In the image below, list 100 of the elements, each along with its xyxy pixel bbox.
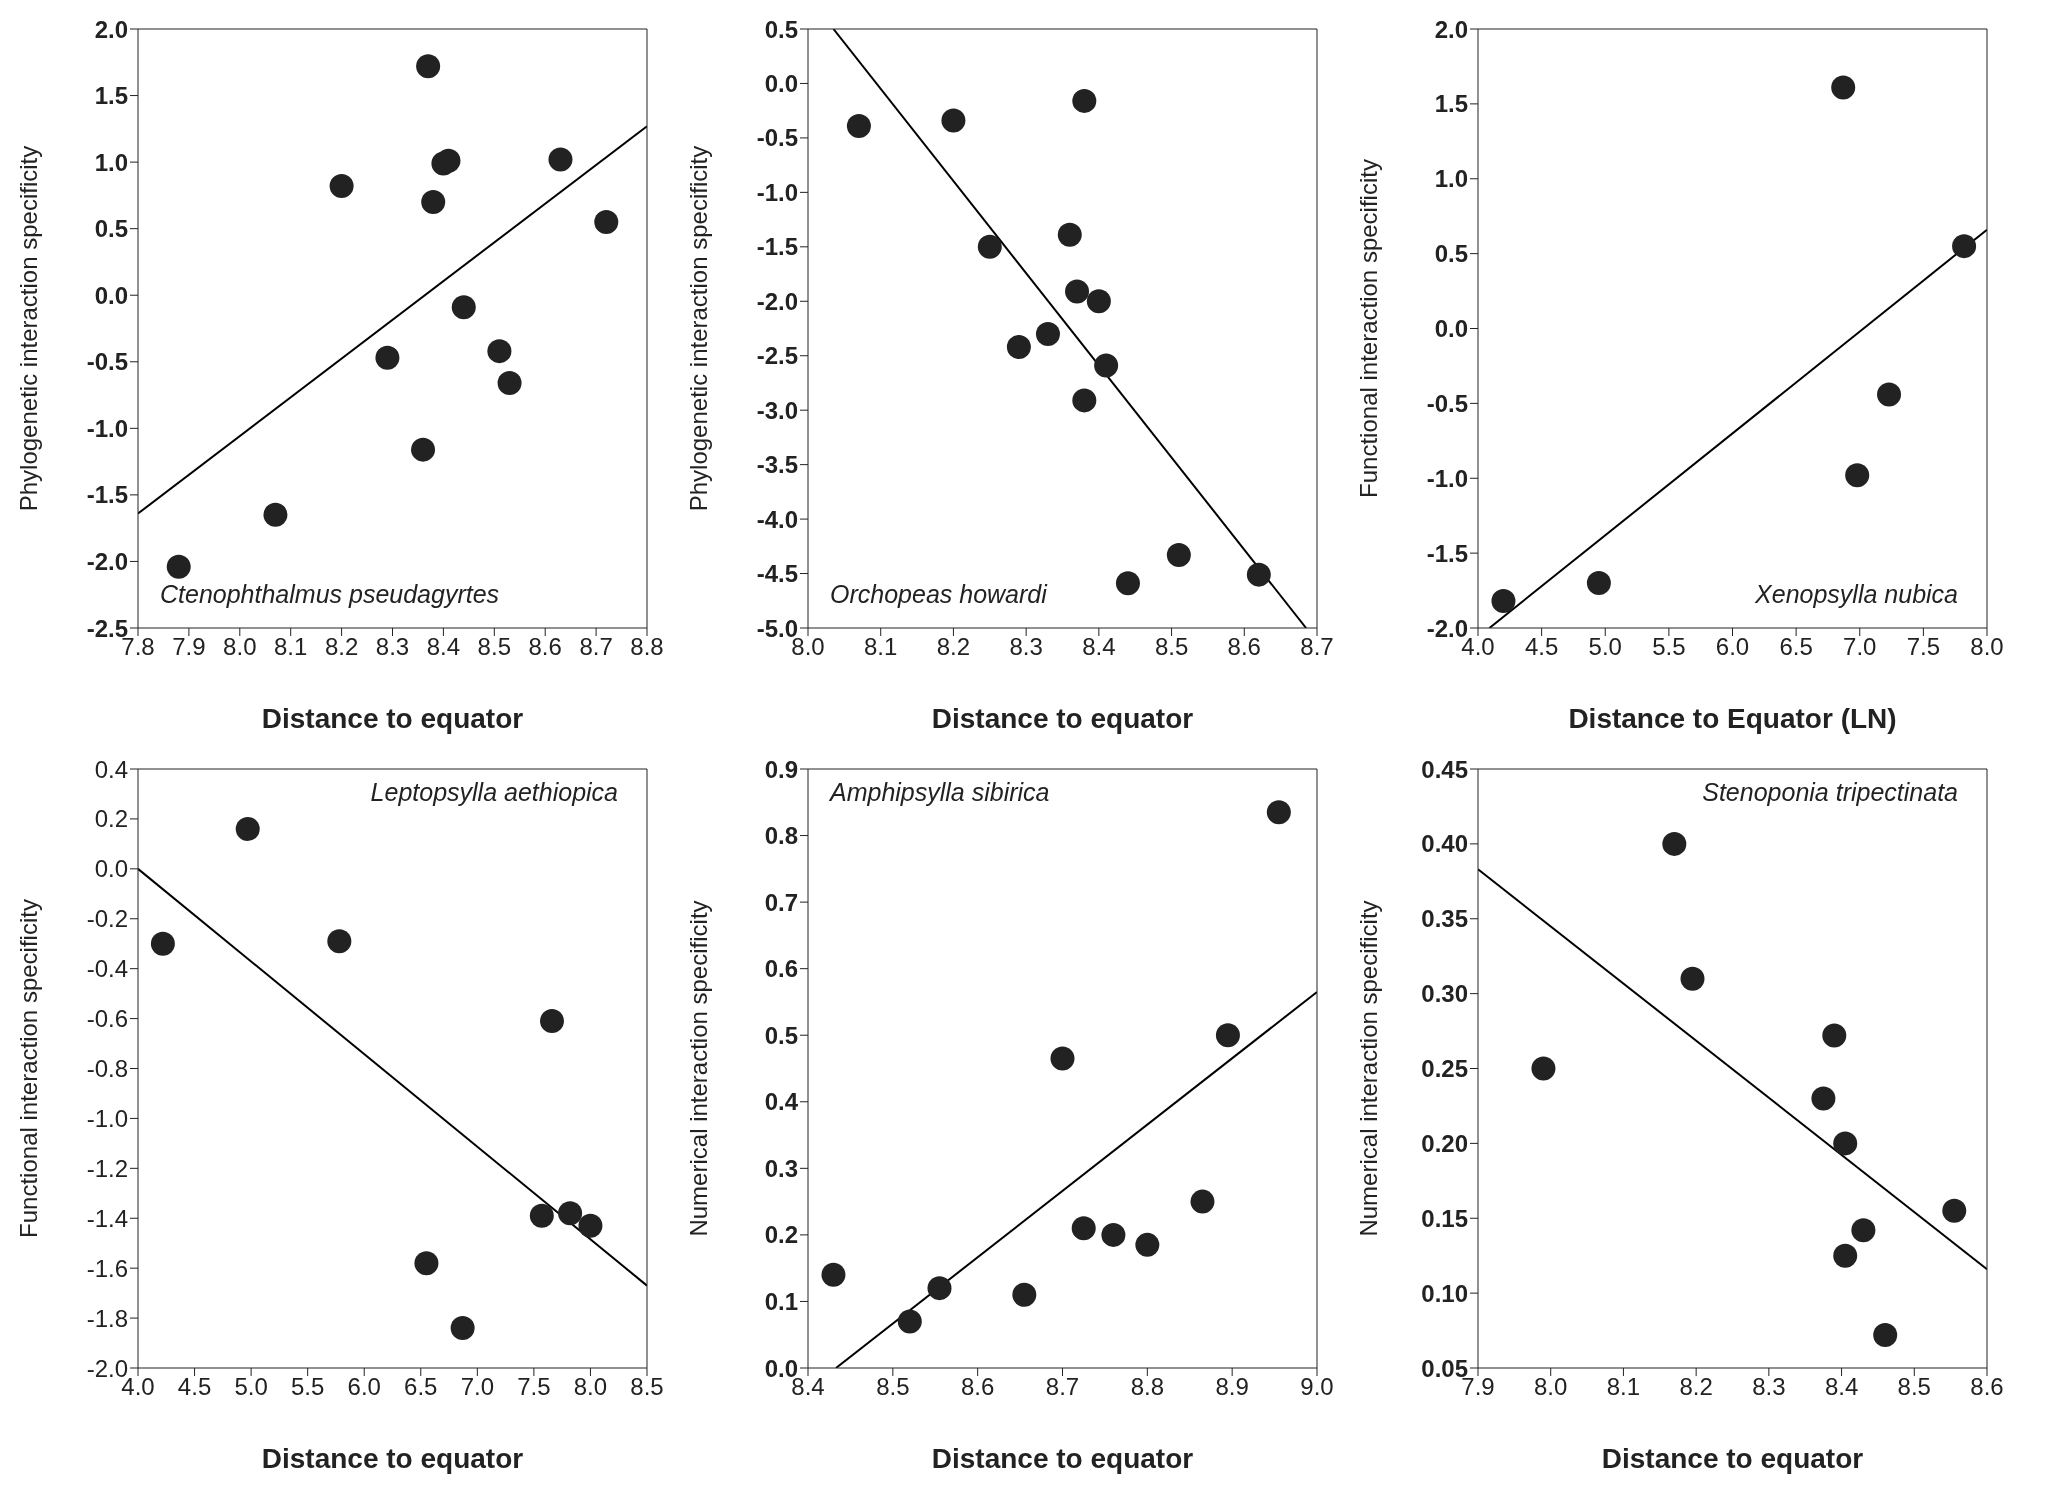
x-tick-label: 8.6	[960, 1373, 995, 1401]
x-tick-label: 8.4	[1082, 633, 1116, 661]
y-axis-title: Numerical interaction specificity	[1354, 900, 1382, 1237]
y-tick-label: 1.5	[1434, 90, 1468, 118]
point	[487, 339, 512, 364]
point	[411, 437, 436, 462]
y-tick-label: 0.30	[1421, 980, 1468, 1008]
point	[1057, 222, 1082, 247]
x-axis-title: Distance to equator	[931, 703, 1194, 734]
point	[1851, 1218, 1876, 1243]
x-tick-label: 6.0	[347, 1373, 381, 1401]
point	[235, 816, 260, 841]
y-tick-label: 0.0	[1434, 315, 1468, 343]
point	[1101, 1222, 1126, 1247]
y-tick-label: 0.0	[94, 281, 128, 309]
y-tick-label: 0.9	[764, 755, 798, 783]
point	[150, 931, 175, 956]
point	[578, 1213, 603, 1238]
y-tick-label: -0.6	[86, 1005, 128, 1033]
point	[977, 234, 1002, 259]
point	[451, 295, 476, 320]
point	[1035, 321, 1060, 346]
point	[450, 1316, 475, 1341]
y-tick-label: 0.15	[1421, 1204, 1468, 1232]
x-tick-label: 8.3	[375, 633, 410, 661]
point	[529, 1203, 554, 1228]
point	[1094, 353, 1119, 378]
x-tick-label: 6.5	[404, 1373, 438, 1401]
point	[1050, 1046, 1075, 1071]
y-tick-label: 0.40	[1421, 830, 1468, 858]
y-tick-label: -1.2	[86, 1154, 128, 1182]
point	[1071, 1216, 1096, 1241]
point	[1877, 382, 1902, 407]
x-tick-label: 8.3	[1752, 1373, 1786, 1401]
y-tick-label: 0.8	[764, 822, 798, 850]
x-tick-label: 8.4	[426, 633, 461, 661]
x-tick-label: 5.0	[1588, 633, 1622, 661]
y-tick-label: -2.0	[86, 547, 128, 575]
point	[1833, 1243, 1858, 1268]
x-tick-label: 8.7	[1045, 1373, 1080, 1401]
point	[897, 1309, 922, 1334]
y-tick-label: 0.0	[94, 855, 128, 883]
y-tick-label: 1.0	[1434, 165, 1468, 193]
point	[166, 554, 191, 579]
y-tick-label: -4.5	[756, 560, 798, 588]
x-tick-label: 5.5	[290, 1373, 325, 1401]
point	[1586, 571, 1611, 596]
x-tick-label: 8.6	[528, 633, 562, 661]
point	[414, 1251, 439, 1276]
y-tick-label: -0.5	[1426, 389, 1468, 417]
x-tick-label: 8.3	[1009, 633, 1043, 661]
point	[1811, 1086, 1836, 1111]
y-tick-label: 0.3	[764, 1154, 798, 1182]
point	[1006, 335, 1031, 360]
y-tick-label: -0.5	[756, 124, 798, 152]
x-tick-label: 8.0	[1970, 633, 2004, 661]
y-axis-title: Functional interaction specificity	[1354, 159, 1382, 498]
point	[1822, 1023, 1847, 1048]
y-tick-label: -1.8	[86, 1304, 128, 1332]
x-tick-label: 8.1	[1606, 1373, 1641, 1401]
y-tick-label: 0.7	[764, 888, 798, 916]
y-tick-label: 0.20	[1421, 1129, 1468, 1157]
y-tick-label: -0.2	[86, 905, 128, 933]
point	[1833, 1131, 1858, 1156]
y-tick-label: -1.6	[86, 1254, 128, 1282]
y-tick-label: -2.0	[756, 287, 798, 315]
x-tick-label: 4.5	[177, 1373, 212, 1401]
y-tick-label: -1.5	[86, 481, 128, 509]
y-tick-label: -1.0	[756, 178, 798, 206]
point	[1246, 562, 1271, 587]
point	[497, 371, 522, 396]
point	[1873, 1323, 1898, 1348]
point	[1662, 831, 1687, 856]
y-tick-label: 0.2	[94, 805, 128, 833]
x-tick-label: 8.8	[1130, 1373, 1165, 1401]
y-tick-label: 0.1	[764, 1287, 798, 1315]
y-tick-label: 0.4	[764, 1088, 799, 1116]
x-tick-label: 8.6	[1227, 633, 1261, 661]
y-tick-label: 0.25	[1421, 1055, 1468, 1083]
point	[1072, 388, 1097, 413]
point	[436, 148, 461, 173]
y-tick-label: 0.10	[1421, 1279, 1468, 1307]
x-tick-label: 8.2	[324, 633, 359, 661]
y-tick-label: 2.0	[94, 15, 128, 43]
point	[1942, 1198, 1967, 1223]
y-tick-label: -1.5	[756, 233, 798, 261]
point	[1166, 543, 1191, 568]
point	[1190, 1189, 1215, 1214]
x-tick-label: 8.5	[1154, 633, 1189, 661]
y-tick-label: -0.8	[86, 1055, 128, 1083]
x-tick-label: 8.8	[630, 633, 664, 661]
point	[594, 210, 619, 235]
point	[416, 54, 441, 79]
x-tick-label: 8.0	[1534, 1373, 1568, 1401]
point	[558, 1201, 583, 1226]
point	[539, 1009, 564, 1034]
point	[1845, 463, 1870, 488]
y-tick-label: 0.2	[764, 1221, 798, 1249]
x-tick-label: 8.7	[579, 633, 613, 661]
point	[1086, 289, 1111, 314]
